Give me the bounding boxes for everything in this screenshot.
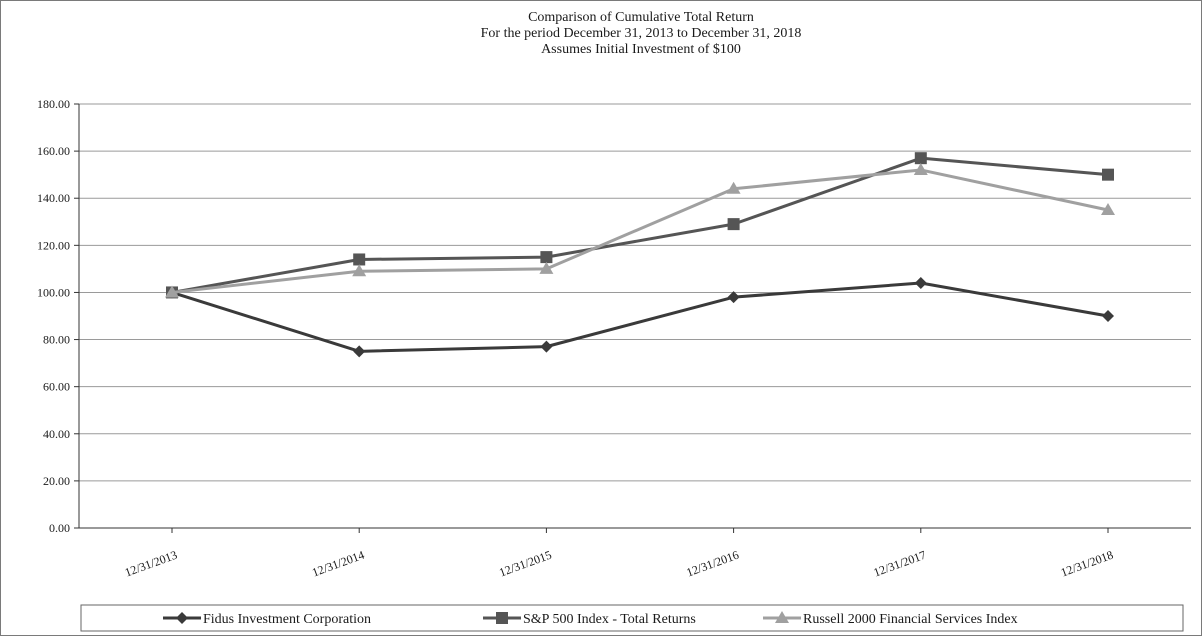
legend-label: Fidus Investment Corporation [203,612,371,627]
series-2 [166,152,1114,299]
title-line-3: Assumes Initial Investment of $100 [541,42,741,57]
y-tick-label: 120.00 [37,238,70,252]
legend: Fidus Investment Corporation S&P 500 Inde… [80,604,1184,632]
x-tick-label: 12/31/2016 [684,548,740,580]
axes [74,103,1191,533]
series-1 [166,277,1114,358]
y-tick-label: 100.00 [37,285,70,299]
square-marker [1102,168,1114,181]
y-tick-label: 20.00 [43,474,70,488]
diamond-marker [176,612,188,624]
diamond-marker [1102,310,1114,322]
triangle-marker [775,611,789,623]
legend-label: Russell 2000 Financial Services Index [803,612,1018,627]
title-line-1: Comparison of Cumulative Total Return [528,10,754,25]
y-tick-label: 40.00 [43,427,70,441]
y-tick-label: 160.00 [37,144,70,158]
chart-title: Comparison of Cumulative Total Return Fo… [481,10,802,57]
x-tick-label: 12/31/2015 [497,548,553,580]
title-line-2: For the period December 31, 2013 to Dece… [481,26,802,41]
series [165,152,1115,358]
x-tick-label: 12/31/2013 [123,548,179,580]
legend-label: S&P 500 Index - Total Returns [523,612,696,627]
x-tick-labels: 12/31/2013 12/31/2014 12/31/2015 12/31/2016… [123,548,1115,580]
series-line [171,281,1109,353]
y-tick-label: 0.00 [49,521,70,535]
series-3 [165,162,1115,298]
legend-item: Fidus Investment Corporation [163,612,371,627]
diamond-marker [353,345,366,358]
series-line [171,156,1109,294]
series-line [171,168,1109,294]
legend-box [80,604,1184,632]
diamond-marker [727,291,740,304]
triangle-marker [1101,203,1115,215]
y-tick-label: 180.00 [37,97,70,111]
triangle-marker [165,285,179,298]
triangle-marker [352,264,367,277]
triangle-marker [726,181,741,194]
diamond-marker [540,340,553,353]
triangle-marker [913,162,928,175]
y-tick-label: 140.00 [37,191,70,205]
y-tick-label: 80.00 [43,333,70,347]
x-tick-label: 12/31/2018 [1059,548,1115,580]
triangle-marker [539,261,554,274]
square-marker [540,251,553,264]
x-tick-label: 12/31/2014 [310,548,366,580]
x-tick-label: 12/31/2017 [872,548,928,580]
square-marker [353,253,366,266]
legend-item: Russell 2000 Financial Services Index [763,611,1018,627]
diamond-marker [914,277,927,290]
square-marker [496,612,508,624]
gridlines [79,103,1191,482]
square-marker [914,152,927,165]
legend-item: S&P 500 Index - Total Returns [483,612,696,627]
square-marker [727,218,740,231]
y-tick-labels: 0.00 20.00 40.00 60.00 80.00 100.00 120.00 140.… [37,97,70,535]
y-tick-label: 60.00 [43,380,70,394]
